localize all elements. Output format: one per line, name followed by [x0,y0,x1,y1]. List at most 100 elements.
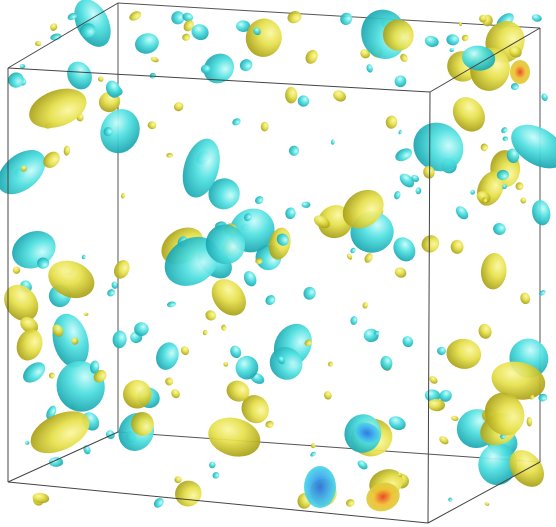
isosurface-blob [366,63,374,73]
isosurface-blob [531,13,543,22]
isosurface-blob [25,441,29,445]
isosurface-blob [287,144,301,158]
isosurface-render [0,0,556,527]
isosurface-blob [12,326,46,365]
isosurface-blob [502,136,508,142]
isosurface-blob [393,190,401,200]
isosurface-blob [164,376,175,387]
isosurface-blob [345,498,356,508]
isosurface-blob [285,87,297,104]
isosurface-blob [311,443,316,448]
isosurface-blob [63,145,70,156]
isosurface-blob [47,310,95,372]
isosurface-blob [424,34,440,48]
isosurface-blob [323,390,333,401]
isosurface-blob [261,122,269,132]
isosurface-blob [428,374,439,385]
isosurface-blob [469,189,475,195]
isosurface-blob [399,52,410,63]
isosurface-blob [363,252,375,265]
isosurface-blob [263,293,277,307]
isosurface-blob [208,460,217,469]
isosurface-blob [111,281,119,290]
isosurface-blob [152,339,182,373]
isosurface-blob [327,361,334,368]
isosurface-blob [112,330,128,349]
isosurface-blob [166,301,176,308]
isosurface-blob [362,302,368,309]
isosurface-blob [211,471,221,481]
isosurface-blob [519,291,532,305]
isosurface-blob [98,76,104,82]
isosurface-blob [418,232,443,256]
isosurface-blob [228,344,243,360]
isosurface-blob [448,497,453,502]
isosurface-blob [104,428,117,441]
isosurface-blob [48,371,56,379]
isosurface-blob [242,15,285,60]
isosurface-blobs [0,0,556,516]
isosurface-blob [349,247,356,255]
isosurface-blob [242,269,259,288]
isosurface-blob [530,199,553,227]
isosurface-blob [181,33,190,42]
isosurface-blob [527,417,533,427]
isosurface-blob [510,60,530,84]
isosurface-blob [84,313,89,316]
isosurface-blob [458,21,463,26]
isosurface-blob [172,100,185,112]
isosurface-blob [265,420,274,428]
isosurface-blob [492,222,507,237]
isosurface-blob [450,240,463,255]
isosurface-blob [222,361,229,368]
isosurface-blob [147,121,157,130]
isosurface-blob [302,285,318,301]
isosurface-blob [350,316,358,326]
isosurface-blob [480,143,489,152]
isosurface-blob [106,288,116,298]
isosurface-blob [166,153,173,158]
isosurface-blob [331,139,335,144]
isosurface-blob [363,328,379,343]
isosurface-blob [286,9,304,25]
isosurface-blob [20,64,26,68]
isosurface-blob [445,337,483,371]
isosurface-blob [415,187,422,195]
isosurface-blob [12,265,22,275]
isosurface-blob [520,197,527,205]
isosurface-blob [24,81,92,135]
isosurface-blob [304,466,336,508]
isosurface-blob [150,56,160,64]
isosurface-blob [446,34,460,46]
isosurface-blob [477,322,494,340]
isosurface-blob [514,181,525,192]
box-edge [8,482,428,523]
isosurface-blob [301,201,310,208]
isosurface-blob [94,103,146,158]
isosurface-blob [438,434,450,446]
isosurface-blob [461,33,470,42]
isosurface-blob [35,41,42,47]
isosurface-blob [389,233,420,265]
isosurface-blob [338,10,355,27]
isosurface-blob [81,254,86,260]
isosurface-blob [480,252,508,290]
isosurface-blob [49,22,59,32]
isosurface-blob [50,355,111,418]
isosurface-blob [152,496,166,510]
isosurface-blob [540,93,549,102]
isosurface-blob [393,146,414,164]
page: (() => { const svg = document.getElement… [0,0,556,527]
isosurface-blob [379,355,393,371]
isosurface-blob [204,309,218,322]
isosurface-blob [120,192,126,199]
isosurface-blob [400,334,415,349]
isosurface-blob [128,9,143,22]
isosurface-blob [111,258,132,282]
isosurface-blob [37,257,49,268]
isosurface-blob [356,459,369,472]
isosurface-blob [133,31,161,57]
isosurface-blob [284,207,296,220]
isosurface-blob [303,48,320,66]
isosurface-blob [221,324,227,331]
